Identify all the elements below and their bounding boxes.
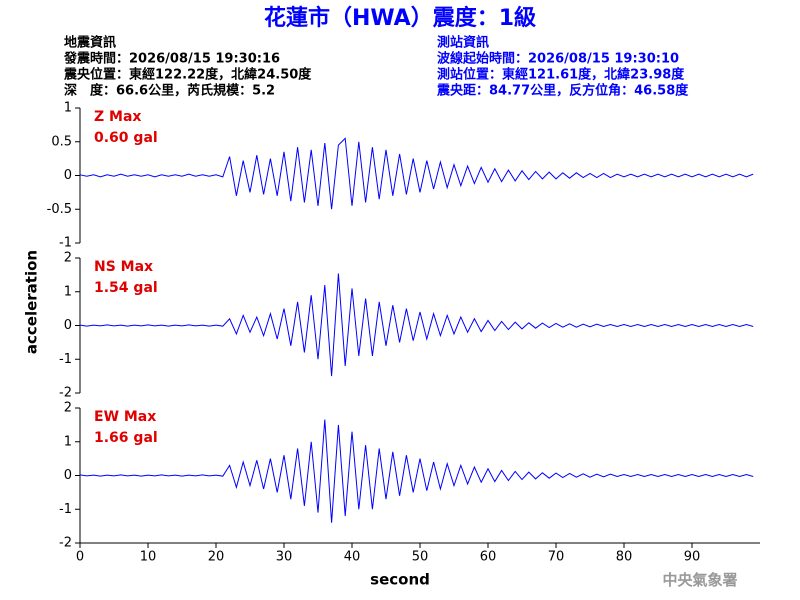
info-right: 測站位置：東經121.61度，北緯23.98度 (437, 67, 685, 83)
max-label: 1.54 gal (94, 280, 158, 296)
info-left: 地震資訊 (64, 35, 116, 51)
y-tick-label: 0 (64, 318, 72, 333)
y-tick-label: 1 (64, 284, 72, 299)
y-tick-label: -1 (59, 502, 72, 517)
x-tick-label: 20 (208, 550, 225, 565)
x-tick-label: 40 (344, 550, 361, 565)
y-tick-label: 0 (64, 468, 72, 483)
y-tick-label: -1 (59, 352, 72, 367)
info-right: 測站資訊 (437, 35, 489, 51)
info-right: 波線起始時間：2026/08/15 19:30:10 (437, 51, 679, 67)
info-left: 深 度：66.6公里，芮氏規模：5.2 (64, 83, 275, 99)
info-left: 發震時間：2026/08/15 19:30:16 (63, 51, 280, 67)
max-label: 1.66 gal (94, 430, 158, 446)
y-tick-label: -2 (59, 536, 72, 551)
y-tick-label: 2 (64, 251, 72, 266)
y-tick-label: 2 (64, 401, 72, 416)
waveform (79, 273, 754, 377)
trace-label: NS Max (94, 259, 153, 275)
y-tick-label: -0.5 (47, 202, 72, 217)
x-tick-label: 70 (548, 550, 565, 565)
x-axis-label: second (370, 571, 430, 589)
max-label: 0.60 gal (94, 130, 158, 146)
y-axis-label: acceleration (23, 250, 41, 354)
y-tick-label: 1 (64, 434, 72, 449)
y-tick-label: 1 (64, 101, 72, 116)
x-tick-label: 30 (276, 550, 293, 565)
info-left: 震央位置：東經122.22度，北緯24.50度 (63, 67, 312, 83)
x-tick-label: 80 (616, 550, 633, 565)
chart-title: 花蓮市（HWA）震度：1級 (264, 5, 536, 31)
x-tick-label: 10 (140, 550, 157, 565)
y-tick-label: -2 (59, 386, 72, 401)
x-tick-label: 50 (412, 550, 429, 565)
y-tick-label: -1 (59, 236, 72, 251)
trace-label: Z Max (94, 109, 141, 125)
y-tick-label: 0.5 (51, 134, 72, 149)
watermark: 中央氣象署 (662, 571, 737, 589)
y-tick-label: 0 (64, 168, 72, 183)
waveform (79, 137, 754, 210)
x-tick-label: 60 (480, 550, 497, 565)
x-tick-label: 0 (76, 550, 84, 565)
waveform (79, 419, 754, 523)
info-right: 震央距：84.77公里，反方位角：46.58度 (436, 83, 689, 99)
trace-label: EW Max (94, 409, 156, 425)
x-tick-label: 90 (684, 550, 701, 565)
